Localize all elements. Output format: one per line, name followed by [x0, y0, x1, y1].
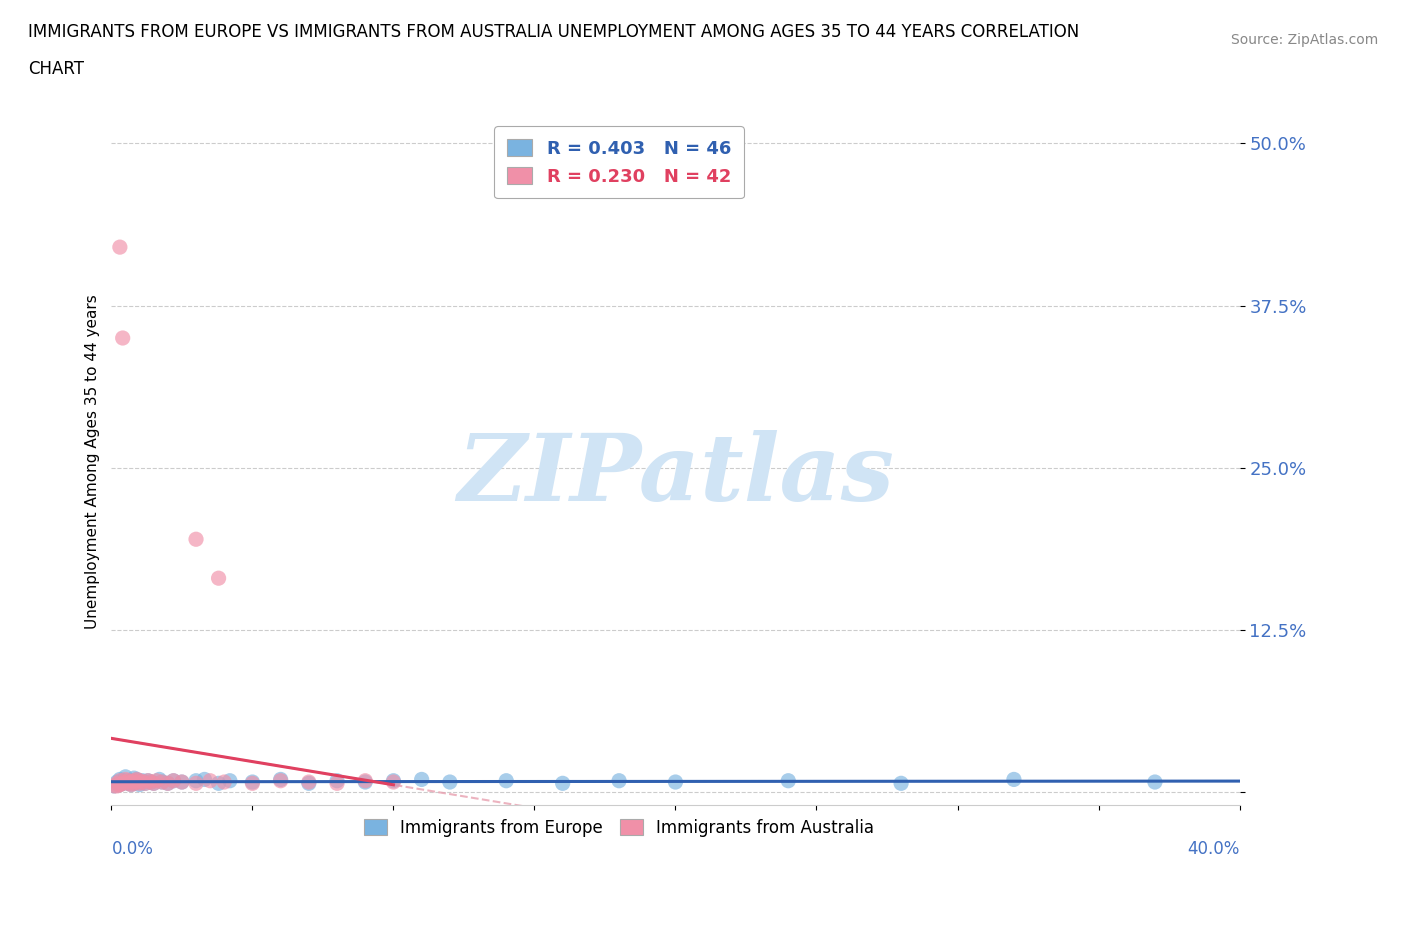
Point: [145, 773, 167, 788]
Point: [198, 773, 221, 788]
Point: [242, 775, 264, 790]
Point: [184, 773, 207, 788]
Point: [354, 775, 377, 790]
Point: [1143, 775, 1166, 790]
Point: [120, 777, 142, 792]
Point: [778, 773, 800, 788]
Point: [142, 776, 165, 790]
Text: IMMIGRANTS FROM EUROPE VS IMMIGRANTS FROM AUSTRALIA UNEMPLOYMENT AMONG AGES 35 T: IMMIGRANTS FROM EUROPE VS IMMIGRANTS FRO…: [28, 23, 1080, 41]
Point: [136, 773, 159, 788]
Point: [114, 769, 136, 784]
Point: [270, 773, 292, 788]
Text: ZIPatlas: ZIPatlas: [457, 430, 894, 520]
Point: [136, 773, 159, 788]
Point: [108, 773, 131, 788]
Point: [551, 776, 574, 790]
Legend: Immigrants from Europe, Immigrants from Australia: Immigrants from Europe, Immigrants from …: [356, 811, 883, 845]
Point: [114, 772, 136, 787]
Point: [218, 773, 240, 788]
Text: 40.0%: 40.0%: [1187, 840, 1240, 857]
Point: [212, 775, 235, 790]
Point: [150, 775, 173, 790]
Point: [162, 773, 184, 788]
Point: [134, 776, 156, 790]
Point: [142, 776, 165, 790]
Point: [105, 775, 128, 790]
Point: [120, 777, 142, 792]
Point: [117, 776, 139, 790]
Point: [207, 571, 229, 586]
Point: [270, 772, 292, 787]
Point: [890, 776, 912, 790]
Point: [242, 776, 264, 790]
Point: [125, 775, 148, 790]
Point: [122, 776, 145, 790]
Point: [105, 778, 128, 793]
Point: [108, 240, 131, 255]
Point: [664, 775, 686, 790]
Point: [128, 777, 150, 792]
Point: [156, 776, 179, 790]
Point: [117, 776, 139, 790]
Point: [134, 776, 156, 790]
Point: [105, 776, 128, 790]
Point: [326, 773, 349, 788]
Point: [439, 775, 461, 790]
Point: [184, 776, 207, 790]
Point: [156, 776, 179, 790]
Point: [382, 773, 405, 788]
Point: [162, 773, 184, 788]
Point: [139, 775, 162, 790]
Text: CHART: CHART: [28, 60, 84, 78]
Point: [193, 772, 215, 787]
Point: [108, 777, 131, 792]
Point: [120, 773, 142, 788]
Point: [120, 775, 142, 790]
Point: [122, 773, 145, 788]
Point: [125, 772, 148, 787]
Text: 0.0%: 0.0%: [111, 840, 153, 857]
Point: [411, 772, 433, 787]
Point: [128, 773, 150, 788]
Point: [114, 775, 136, 790]
Point: [495, 773, 517, 788]
Point: [148, 772, 170, 787]
Point: [326, 776, 349, 790]
Point: [108, 777, 131, 792]
Point: [117, 773, 139, 788]
Point: [125, 772, 148, 787]
Point: [103, 778, 125, 793]
Point: [108, 772, 131, 787]
Y-axis label: Unemployment Among Ages 35 to 44 years: Unemployment Among Ages 35 to 44 years: [86, 294, 100, 629]
Point: [170, 775, 193, 790]
Point: [607, 773, 630, 788]
Point: [131, 773, 153, 788]
Point: [128, 775, 150, 790]
Point: [114, 773, 136, 788]
Point: [111, 330, 134, 345]
Point: [170, 775, 193, 790]
Point: [184, 532, 207, 547]
Point: [298, 776, 321, 790]
Point: [1002, 772, 1025, 787]
Text: Source: ZipAtlas.com: Source: ZipAtlas.com: [1230, 33, 1378, 46]
Point: [103, 778, 125, 793]
Point: [111, 776, 134, 790]
Point: [139, 775, 162, 790]
Point: [150, 775, 173, 790]
Point: [354, 773, 377, 788]
Point: [125, 775, 148, 790]
Point: [108, 777, 131, 792]
Point: [382, 775, 405, 790]
Point: [131, 775, 153, 790]
Point: [207, 776, 229, 790]
Point: [111, 776, 134, 790]
Point: [128, 776, 150, 790]
Point: [122, 776, 145, 790]
Point: [122, 771, 145, 786]
Point: [298, 775, 321, 790]
